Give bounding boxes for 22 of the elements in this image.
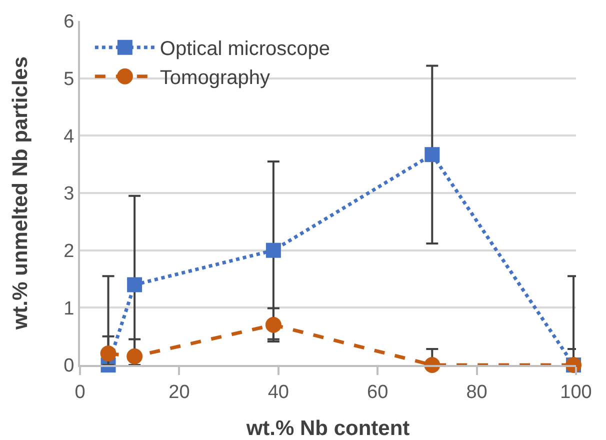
- y-axis-title: wt.% unmelted Nb particles: [9, 56, 32, 331]
- y-tick-label: 5: [64, 68, 74, 90]
- x-tick-label: 80: [466, 382, 488, 403]
- legend-label: Tomography: [160, 67, 270, 90]
- y-tick-label: 2: [64, 240, 74, 262]
- y-tick-label: 6: [64, 12, 74, 33]
- x-tick-label: 40: [268, 382, 289, 403]
- y-tick-label: 4: [64, 126, 75, 148]
- y-tick-label: 0: [64, 356, 74, 377]
- point: [126, 348, 143, 364]
- point: [100, 346, 116, 362]
- point: [266, 242, 281, 258]
- x-tick-label: 60: [367, 382, 388, 403]
- y-tick-label: 3: [64, 184, 74, 205]
- y-tick-label: 1: [64, 298, 74, 320]
- x-axis-title: wt.% Nb content: [245, 417, 410, 440]
- point: [265, 316, 282, 333]
- x-tick-label: 100: [560, 382, 592, 403]
- legend-label: Optical microscope: [160, 38, 330, 60]
- point: [127, 277, 142, 292]
- point: [424, 147, 440, 162]
- x-tick-label: 20: [168, 382, 190, 403]
